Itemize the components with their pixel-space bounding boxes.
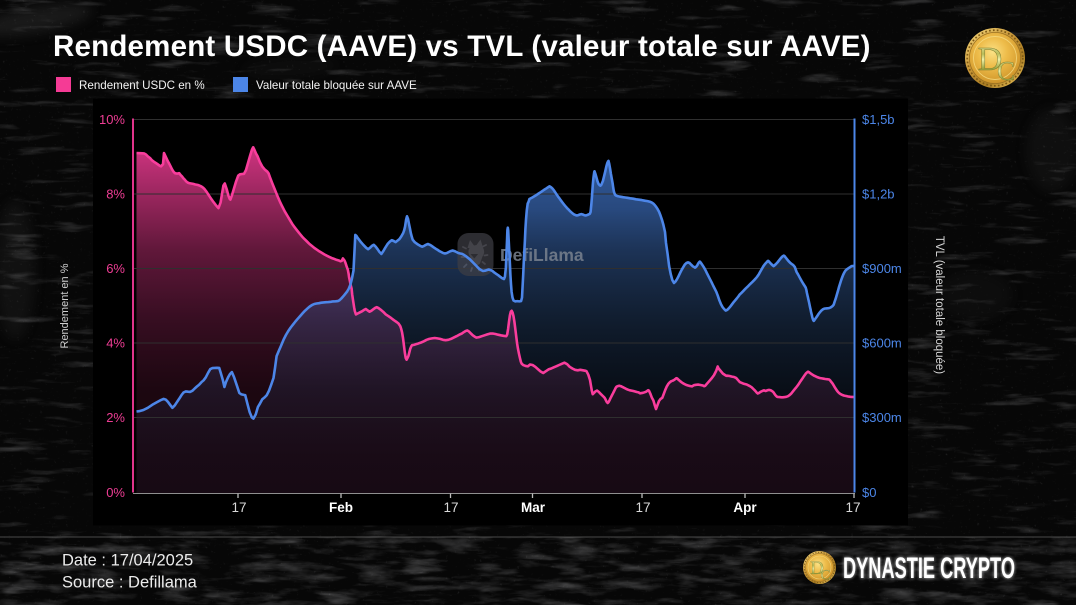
svg-text:Rendement USDC (AAVE) vs TVL (: Rendement USDC (AAVE) vs TVL (valeur tot… [53, 30, 871, 63]
svg-text:D: D [810, 558, 824, 579]
svg-text:Apr: Apr [733, 500, 757, 515]
svg-text:$1,5b: $1,5b [862, 112, 895, 127]
svg-text:17: 17 [443, 500, 458, 515]
svg-text:DefiLlama: DefiLlama [500, 245, 584, 265]
svg-text:2%: 2% [106, 410, 125, 425]
svg-text:$300m: $300m [862, 410, 902, 425]
svg-text:Date : 17/04/2025: Date : 17/04/2025 [62, 552, 193, 570]
svg-text:Rendement USDC en %: Rendement USDC en % [79, 79, 205, 92]
svg-text:Feb: Feb [329, 500, 353, 515]
svg-text:$1,2b: $1,2b [862, 187, 895, 202]
svg-text:Rendement en %: Rendement en % [59, 263, 71, 348]
svg-text:D: D [978, 41, 1003, 78]
svg-text:$900m: $900m [862, 261, 902, 276]
svg-text:8%: 8% [106, 187, 125, 202]
svg-text:10%: 10% [99, 112, 125, 127]
svg-text:17: 17 [635, 500, 650, 515]
svg-text:Mar: Mar [521, 500, 546, 515]
svg-text:C: C [997, 56, 1015, 86]
svg-text:$600m: $600m [862, 336, 902, 351]
svg-text:17: 17 [845, 500, 860, 515]
svg-text:6%: 6% [106, 261, 125, 276]
svg-text:0%: 0% [106, 485, 125, 500]
svg-text:TVL (valeur totale bloquée): TVL (valeur totale bloquée) [933, 236, 945, 374]
svg-text:DYNASTIE CRYPTO: DYNASTIE CRYPTO [843, 552, 1015, 585]
svg-text:Valeur totale bloquée sur AAVE: Valeur totale bloquée sur AAVE [256, 79, 417, 92]
svg-text:17: 17 [231, 500, 246, 515]
svg-text:4%: 4% [106, 336, 125, 351]
svg-text:Source : Defillama: Source : Defillama [62, 574, 198, 592]
svg-text:C: C [820, 568, 830, 584]
svg-text:$0: $0 [862, 485, 876, 500]
